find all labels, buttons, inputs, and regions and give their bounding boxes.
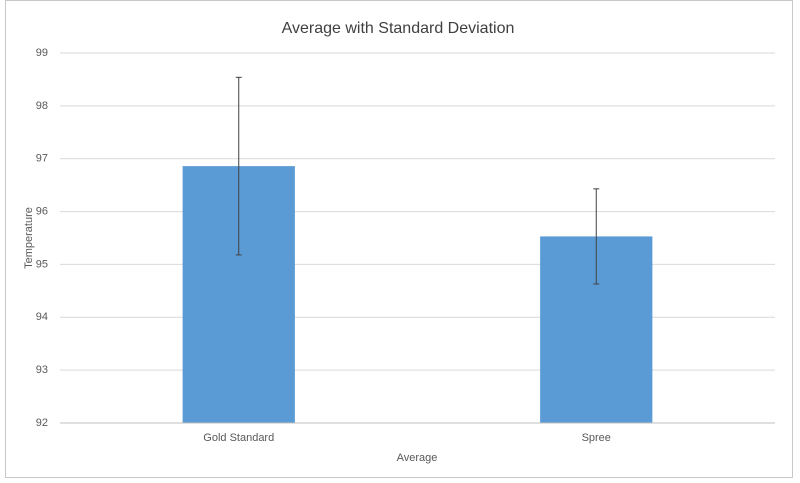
y-tick-label: 93: [36, 364, 48, 376]
y-tick-label: 95: [36, 258, 48, 270]
chart-frame: [5, 0, 793, 478]
x-axis-label: Average: [397, 452, 438, 464]
y-tick-label: 92: [36, 417, 48, 429]
x-tick-label: Gold Standard: [203, 432, 274, 444]
y-tick-label: 97: [36, 153, 48, 165]
y-tick-label: 98: [36, 100, 48, 112]
x-tick-label: Spree: [582, 432, 611, 444]
error-bar: [593, 188, 600, 285]
chart-title: Average with Standard Deviation: [282, 20, 515, 37]
y-tick-label: 94: [36, 311, 48, 323]
y-axis-label: Temperature: [23, 207, 35, 269]
y-tick-label: 96: [36, 205, 48, 217]
y-tick-label: 99: [36, 47, 48, 59]
error-bar: [235, 76, 242, 256]
